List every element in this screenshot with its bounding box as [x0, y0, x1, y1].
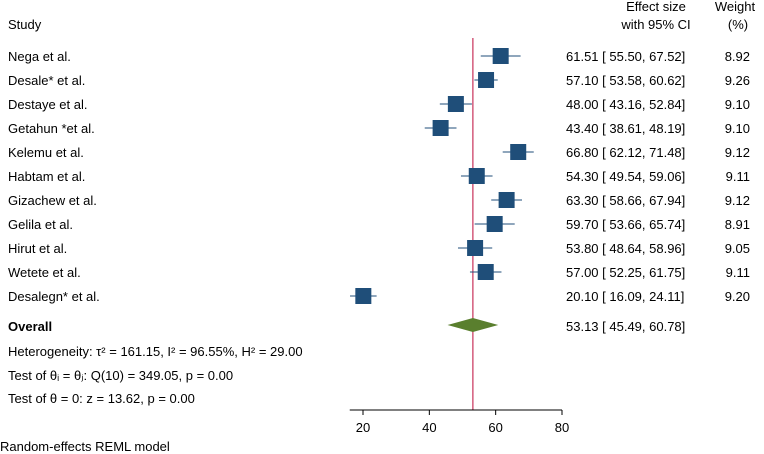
header-weight-line1: Weight [715, 0, 756, 14]
study-name: Desalegn* et al. [8, 289, 100, 304]
heterogeneity-text: Heterogeneity: τ² = 161.15, I² = 96.55%,… [8, 344, 303, 359]
study-name: Wetete et al. [8, 265, 81, 280]
study-effect-square [478, 72, 495, 88]
x-axis: 20 40 60 80 [349, 409, 569, 435]
study-effect-square [432, 120, 449, 136]
study-ci-text: 54.30 [ 49.54, 59.06] [566, 169, 685, 184]
study-effect-square [477, 264, 494, 280]
study-ci-text: 59.70 [ 53.66, 65.74] [566, 217, 685, 232]
study-weight-text: 9.05 [725, 241, 750, 256]
overall-label: Overall [8, 319, 52, 334]
study-ci-text: 66.80 [ 62.12, 71.48] [566, 145, 685, 160]
study-ci-text: 20.10 [ 16.09, 24.11] [566, 289, 684, 304]
study-ci-text: 63.30 [ 58.66, 67.94] [566, 193, 685, 208]
study-ci-text: 48.00 [ 43.16, 52.84] [566, 97, 685, 112]
study-weight-text: 9.20 [725, 289, 750, 304]
study-weight-text: 8.92 [725, 49, 750, 64]
study-weight-text: 9.10 [725, 121, 750, 136]
study-name: Gelila et al. [8, 217, 73, 232]
test-equal-text: Test of θᵢ = θⱼ: Q(10) = 349.05, p = 0.0… [8, 368, 233, 383]
study-effect-square [447, 96, 464, 112]
study-ci-text: 53.80 [ 48.64, 58.96] [566, 241, 685, 256]
x-tick-label: 60 [488, 420, 502, 435]
study-weight-text: 9.10 [725, 97, 750, 112]
study-effect-square [492, 48, 509, 64]
study-effect-square [355, 288, 372, 304]
study-name: Kelemu et al. [8, 145, 84, 160]
study-effect-square [468, 168, 485, 184]
overall-ci-text: 53.13 [ 45.49, 60.78] [566, 319, 685, 334]
study-weight-text: 9.12 [725, 145, 750, 160]
study-ci-text: 57.00 [ 52.25, 61.75] [566, 265, 685, 280]
x-tick-label: 20 [356, 420, 370, 435]
study-effect-square [498, 192, 515, 208]
study-weight-text: 8.91 [725, 217, 750, 232]
header-effect-line2: with 95% CI [620, 17, 690, 32]
study-ci-text: 61.51 [ 55.50, 67.52] [566, 49, 685, 64]
chart-marks [350, 38, 534, 410]
study-weight-text: 9.12 [725, 193, 750, 208]
study-name: Gizachew et al. [8, 193, 97, 208]
study-name: Desale* et al. [8, 73, 85, 88]
study-name: Destaye et al. [8, 97, 88, 112]
study-ci-text: 57.10 [ 53.58, 60.62] [566, 73, 685, 88]
study-name: Getahun *et al. [8, 121, 95, 136]
header-effect-line1: Effect size [626, 0, 686, 14]
header-weight-line2: (%) [728, 17, 748, 32]
study-ci-text: 43.40 [ 38.61, 48.19] [566, 121, 685, 136]
study-effect-square [510, 144, 527, 160]
x-tick-label: 40 [422, 420, 436, 435]
study-weight-text: 9.26 [725, 73, 750, 88]
study-weight-text: 9.11 [726, 265, 750, 280]
study-rows: Nega et al. 61.51 [ 55.50, 67.52] 8.92 Desa… [8, 49, 750, 304]
study-effect-square [467, 240, 484, 256]
overall-diamond [447, 318, 499, 332]
study-name: Hirut et al. [8, 241, 67, 256]
study-weight-text: 9.11 [726, 169, 750, 184]
header-study: Study [8, 17, 42, 32]
x-tick-label: 80 [555, 420, 569, 435]
study-effect-square [486, 216, 503, 232]
study-name: Nega et al. [8, 49, 71, 64]
test-zero-text: Test of θ = 0: z = 13.62, p = 0.00 [8, 391, 195, 406]
study-name: Habtam et al. [8, 169, 85, 184]
footnote: Random-effects REML model [0, 439, 170, 454]
